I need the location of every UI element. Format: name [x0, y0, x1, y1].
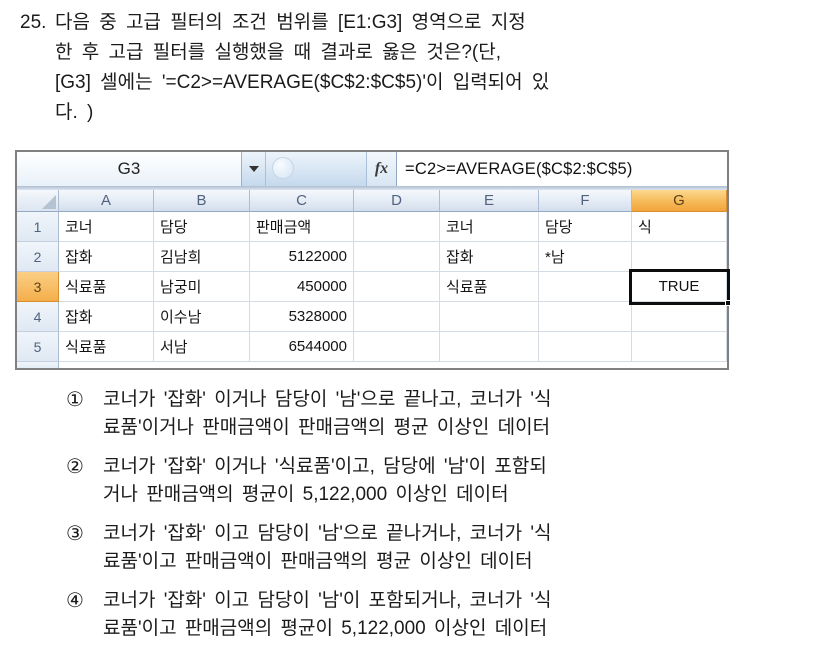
cell-d5[interactable] — [354, 332, 440, 362]
cell-b3[interactable]: 남궁미 — [154, 272, 250, 302]
option-2-marker: ② — [66, 456, 84, 478]
cell-a1[interactable]: 코너 — [59, 212, 154, 242]
cell-f1[interactable]: 담당 — [539, 212, 632, 242]
insert-function-button[interactable]: fx — [366, 152, 397, 186]
chevron-down-icon — [248, 166, 259, 172]
option-3-line2: 료품'이고 판매금액이 판매금액의 평균 이상인 데이터 — [103, 551, 533, 572]
sheet-row-3: 3 식료품 남궁미 450000 식료품 TRUE — [17, 272, 727, 302]
cell-e5[interactable] — [440, 332, 539, 362]
formula-bar-divider — [266, 152, 366, 186]
option-4-marker: ④ — [66, 590, 84, 612]
row-header-5[interactable]: 5 — [17, 332, 59, 362]
cell-b2[interactable]: 김남희 — [154, 242, 250, 272]
option-2-line1: 코너가 '잡화' 이거나 '식료품'이고, 담당에 '남'이 포함되 — [103, 456, 547, 477]
option-3: ③ 코너가 '잡화' 이고 담당이 '남'으로 끝나거나, 코너가 '식 료품'… — [66, 520, 806, 576]
cell-f4[interactable] — [539, 302, 632, 332]
option-3-line1: 코너가 '잡화' 이고 담당이 '남'으로 끝나거나, 코너가 '식 — [103, 523, 552, 544]
cell-d4[interactable] — [354, 302, 440, 332]
cell-e2[interactable]: 잡화 — [440, 242, 539, 272]
sheet-row-5: 5 식료품 서남 6544000 — [17, 332, 727, 362]
cell-c3[interactable]: 450000 — [250, 272, 354, 302]
row-header-3-selected[interactable]: 3 — [17, 272, 59, 302]
select-all-icon — [42, 195, 56, 209]
cell-g2[interactable] — [632, 242, 727, 272]
option-4-line2: 료품'이고 판매금액의 평균이 5,122,000 이상인 데이터 — [103, 618, 548, 639]
cell-c1[interactable]: 판매금액 — [250, 212, 354, 242]
option-2: ② 코너가 '잡화' 이거나 '식료품'이고, 담당에 '남'이 포함되 거나 … — [66, 453, 806, 509]
option-3-marker: ③ — [66, 523, 84, 545]
cell-d2[interactable] — [354, 242, 440, 272]
question-block: 25. 다음 중 고급 필터의 조건 범위를 [E1:G3] 영역으로 지정 한… — [20, 8, 810, 128]
partial-row-6 — [17, 362, 727, 368]
column-header-d[interactable]: D — [354, 190, 440, 212]
formula-grid-divider — [17, 186, 727, 190]
cell-f3[interactable] — [539, 272, 632, 302]
cell-g4[interactable] — [632, 302, 727, 332]
column-header-e[interactable]: E — [440, 190, 539, 212]
cell-a5[interactable]: 식료품 — [59, 332, 154, 362]
divider-circle-icon — [272, 157, 294, 179]
question-line: [G3] 셀에는 '=C2>=AVERAGE($C$2:$C$5)'이 입력되어… — [55, 72, 550, 93]
row-header-4[interactable]: 4 — [17, 302, 59, 332]
question-line: 한 후 고급 필터를 실행했을 때 결과로 옳은 것은?(단, — [55, 42, 502, 63]
sheet-row-2: 2 잡화 김남희 5122000 잡화 *남 — [17, 242, 727, 272]
question-number: 25. — [20, 12, 47, 33]
option-4: ④ 코너가 '잡화' 이고 담당이 '남'이 포함되거나, 코너가 '식 료품'… — [66, 587, 806, 643]
cell-c4[interactable]: 5328000 — [250, 302, 354, 332]
cell-c5[interactable]: 6544000 — [250, 332, 354, 362]
row-header-2[interactable]: 2 — [17, 242, 59, 272]
row-header-1[interactable]: 1 — [17, 212, 59, 242]
column-header-row: A B C D E F G — [17, 190, 727, 212]
option-1-line1: 코너가 '잡화' 이거나 담당이 '남'으로 끝나고, 코너가 '식 — [103, 389, 552, 410]
cell-b4[interactable]: 이수남 — [154, 302, 250, 332]
column-header-a[interactable]: A — [59, 190, 154, 212]
column-header-g-selected[interactable]: G — [632, 190, 727, 212]
select-all-button[interactable] — [17, 190, 59, 212]
option-2-line2: 거나 판매금액의 평균이 5,122,000 이상인 데이터 — [103, 484, 509, 505]
cell-a4[interactable]: 잡화 — [59, 302, 154, 332]
cell-f2[interactable]: *남 — [539, 242, 632, 272]
name-box[interactable]: G3 — [17, 152, 242, 186]
column-header-f[interactable]: F — [539, 190, 632, 212]
option-1-line2: 료품'이거나 판매금액이 판매금액의 평균 이상인 데이터 — [103, 417, 551, 438]
cell-e4[interactable] — [440, 302, 539, 332]
cell-a3[interactable]: 식료품 — [59, 272, 154, 302]
question-line: 다음 중 고급 필터의 조건 범위를 [E1:G3] 영역으로 지정 — [55, 12, 526, 33]
cell-c2[interactable]: 5122000 — [250, 242, 354, 272]
cell-e3[interactable]: 식료품 — [440, 272, 539, 302]
cell-g5[interactable] — [632, 332, 727, 362]
cell-d3[interactable] — [354, 272, 440, 302]
sheet-row-1: 1 코너 담당 판매금액 코너 담당 식 — [17, 212, 727, 242]
row-header-partial — [17, 362, 59, 368]
question-text: 다음 중 고급 필터의 조건 범위를 [E1:G3] 영역으로 지정 한 후 고… — [55, 8, 549, 128]
cell-f5[interactable] — [539, 332, 632, 362]
cell-b5[interactable]: 서남 — [154, 332, 250, 362]
sheet-row-4: 4 잡화 이수남 5328000 — [17, 302, 727, 332]
answer-options: ① 코너가 '잡화' 이거나 담당이 '남'으로 끝나고, 코너가 '식 료품'… — [66, 386, 806, 652]
fx-icon: fx — [374, 160, 389, 177]
excel-screenshot: G3 fx =C2>=AVERAGE($C$2:$C$5) A B C D E … — [15, 150, 731, 370]
cell-d1[interactable] — [354, 212, 440, 242]
column-header-b[interactable]: B — [154, 190, 250, 212]
option-4-line1: 코너가 '잡화' 이고 담당이 '남'이 포함되거나, 코너가 '식 — [103, 590, 552, 611]
cell-g1[interactable]: 식 — [632, 212, 727, 242]
formula-input[interactable]: =C2>=AVERAGE($C$2:$C$5) — [397, 152, 727, 186]
option-1: ① 코너가 '잡화' 이거나 담당이 '남'으로 끝나고, 코너가 '식 료품'… — [66, 386, 806, 442]
question-line: 다. ) — [55, 102, 94, 123]
formula-bar: G3 fx =C2>=AVERAGE($C$2:$C$5) — [17, 152, 727, 186]
cell-e1[interactable]: 코너 — [440, 212, 539, 242]
worksheet-grid: A B C D E F G 1 코너 담당 판매금액 코너 담당 식 2 잡화 … — [17, 190, 731, 368]
column-header-c[interactable]: C — [250, 190, 354, 212]
name-box-dropdown[interactable] — [242, 152, 266, 186]
cell-b1[interactable]: 담당 — [154, 212, 250, 242]
cell-a2[interactable]: 잡화 — [59, 242, 154, 272]
cell-g3-active[interactable]: TRUE — [632, 272, 727, 302]
option-1-marker: ① — [66, 389, 84, 411]
